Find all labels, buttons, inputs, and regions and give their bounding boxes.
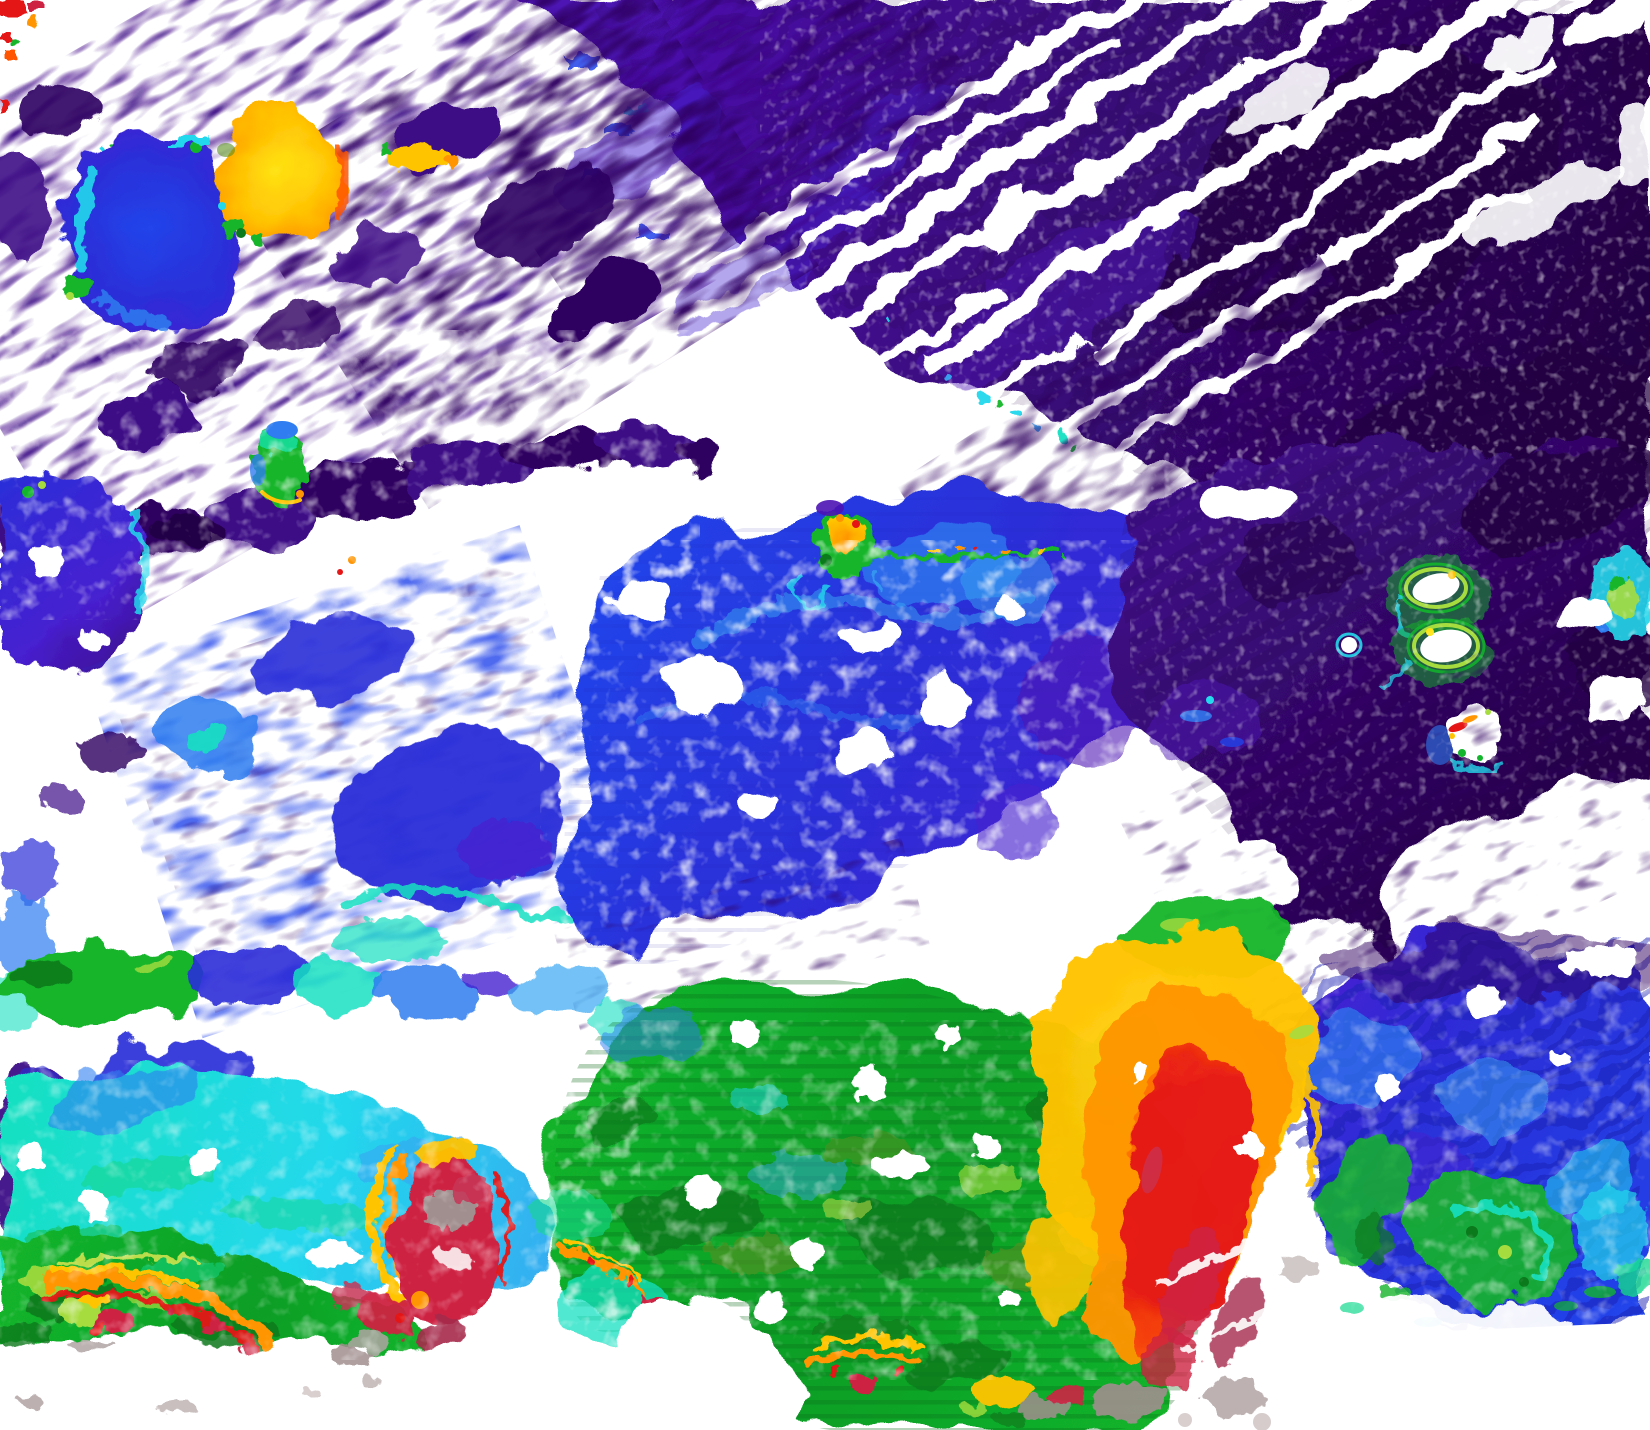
light-gray-dot — [1178, 1413, 1192, 1427]
blue-patch-body — [65, 127, 241, 336]
fleck-rect — [553, 837, 930, 1038]
layer-bottom-white — [0, 1060, 640, 1430]
bloom-body — [216, 114, 351, 242]
cyan-dot — [218, 202, 226, 210]
layer-mid-scattered-blue — [0, 525, 762, 1039]
red-speck — [0, 0, 24, 14]
basin-south-purple-crumbs — [553, 837, 930, 1038]
violet-patch — [460, 820, 550, 880]
turquoise-core — [187, 724, 223, 752]
layer-bottom-right-blue — [1240, 930, 1650, 1430]
rose-dash — [1141, 1146, 1163, 1194]
gray-bottom — [1090, 1384, 1166, 1420]
crimson-blob — [1142, 1330, 1198, 1390]
royal-blob — [246, 616, 414, 700]
cyan-dot — [887, 315, 893, 321]
corner-red-specks — [0, 0, 42, 108]
turquoise-patch — [335, 918, 445, 962]
azure-fringe-arc — [96, 294, 166, 326]
mid-white-noise — [0, 330, 700, 620]
turquoise-blob — [285, 956, 385, 1008]
red-speck — [6, 52, 16, 60]
crimson-streak — [1160, 1225, 1224, 1345]
white-feather — [1280, 1304, 1580, 1356]
cloud-hole — [78, 629, 106, 651]
gray-bottom — [1200, 1378, 1264, 1418]
cyan-dash — [168, 138, 208, 145]
red-speck — [28, 2, 42, 12]
sky-blob — [515, 966, 605, 1018]
lime-dash — [961, 1402, 989, 1414]
green-dot — [379, 146, 389, 156]
dark-green-patch — [5, 957, 75, 993]
gold-tongue — [1029, 1216, 1091, 1324]
white-slash — [1151, 1233, 1265, 1290]
gray-speck — [364, 1370, 380, 1390]
lowerleft-white-noise — [0, 1060, 640, 1360]
gray-speck — [300, 1385, 320, 1395]
purple-patch — [0, 157, 55, 253]
orange-tip — [836, 514, 844, 522]
lime-dash — [1160, 918, 1200, 932]
dark-green-wedge — [1354, 1214, 1390, 1266]
white-slash — [1182, 1289, 1314, 1353]
light-gray-dot — [1253, 1413, 1271, 1430]
dark-green-dash — [990, 1412, 1030, 1428]
cyan-fringe-arc — [74, 167, 97, 267]
purple-blob — [80, 730, 140, 770]
lime-dash — [1289, 1024, 1315, 1040]
gold-fringe-right — [1298, 1060, 1321, 1192]
small-yellow-dash — [379, 144, 458, 170]
dark-green-dot — [236, 228, 246, 238]
orange-dot — [442, 152, 458, 168]
purple-patch — [479, 168, 611, 262]
gray-patch — [1278, 1255, 1318, 1281]
cloud-hole — [1131, 1063, 1149, 1081]
lime-dash — [132, 958, 168, 972]
cyan-dot — [943, 373, 953, 383]
purple-blob — [40, 786, 84, 814]
purple-patch — [555, 261, 665, 339]
green-fringe — [247, 233, 265, 247]
gold-dash — [386, 144, 446, 170]
topleft-blue-patch — [64, 127, 241, 336]
green-speck — [64, 276, 88, 296]
row3-top-strip — [0, 945, 650, 1044]
maroon-streak — [1211, 1275, 1265, 1365]
royal-blob — [2, 840, 58, 900]
gray-speck — [162, 1401, 198, 1415]
layer-warm-complex — [1029, 898, 1405, 1430]
gold-blob — [970, 1378, 1030, 1406]
crimson-blob — [1052, 1385, 1084, 1405]
green-dot — [996, 400, 1004, 408]
violet-dash — [465, 964, 525, 996]
gray-blob — [1016, 1397, 1068, 1419]
purple-patch — [338, 227, 422, 283]
red-speck — [0, 28, 13, 40]
lime-dot — [66, 292, 74, 300]
red-tip — [852, 520, 860, 528]
azure-blob — [377, 965, 473, 1025]
green-dot — [11, 38, 19, 46]
red-speck — [0, 100, 9, 108]
violet-cap — [816, 500, 844, 516]
orange-edge-arc — [333, 145, 350, 221]
royal-blob — [190, 947, 300, 1003]
gray-speck — [16, 1394, 44, 1406]
purple-patch — [17, 90, 93, 134]
topleft-yellow-bloom — [216, 114, 351, 247]
orange-dot — [27, 15, 37, 25]
cyan-dot — [977, 389, 989, 401]
layer-right-dark-basin — [1113, 445, 1650, 1072]
olive-smudge — [217, 143, 235, 157]
cloud-hole — [1238, 1136, 1262, 1160]
red-core — [1125, 1047, 1257, 1354]
east-coast-bits — [961, 1378, 1084, 1428]
